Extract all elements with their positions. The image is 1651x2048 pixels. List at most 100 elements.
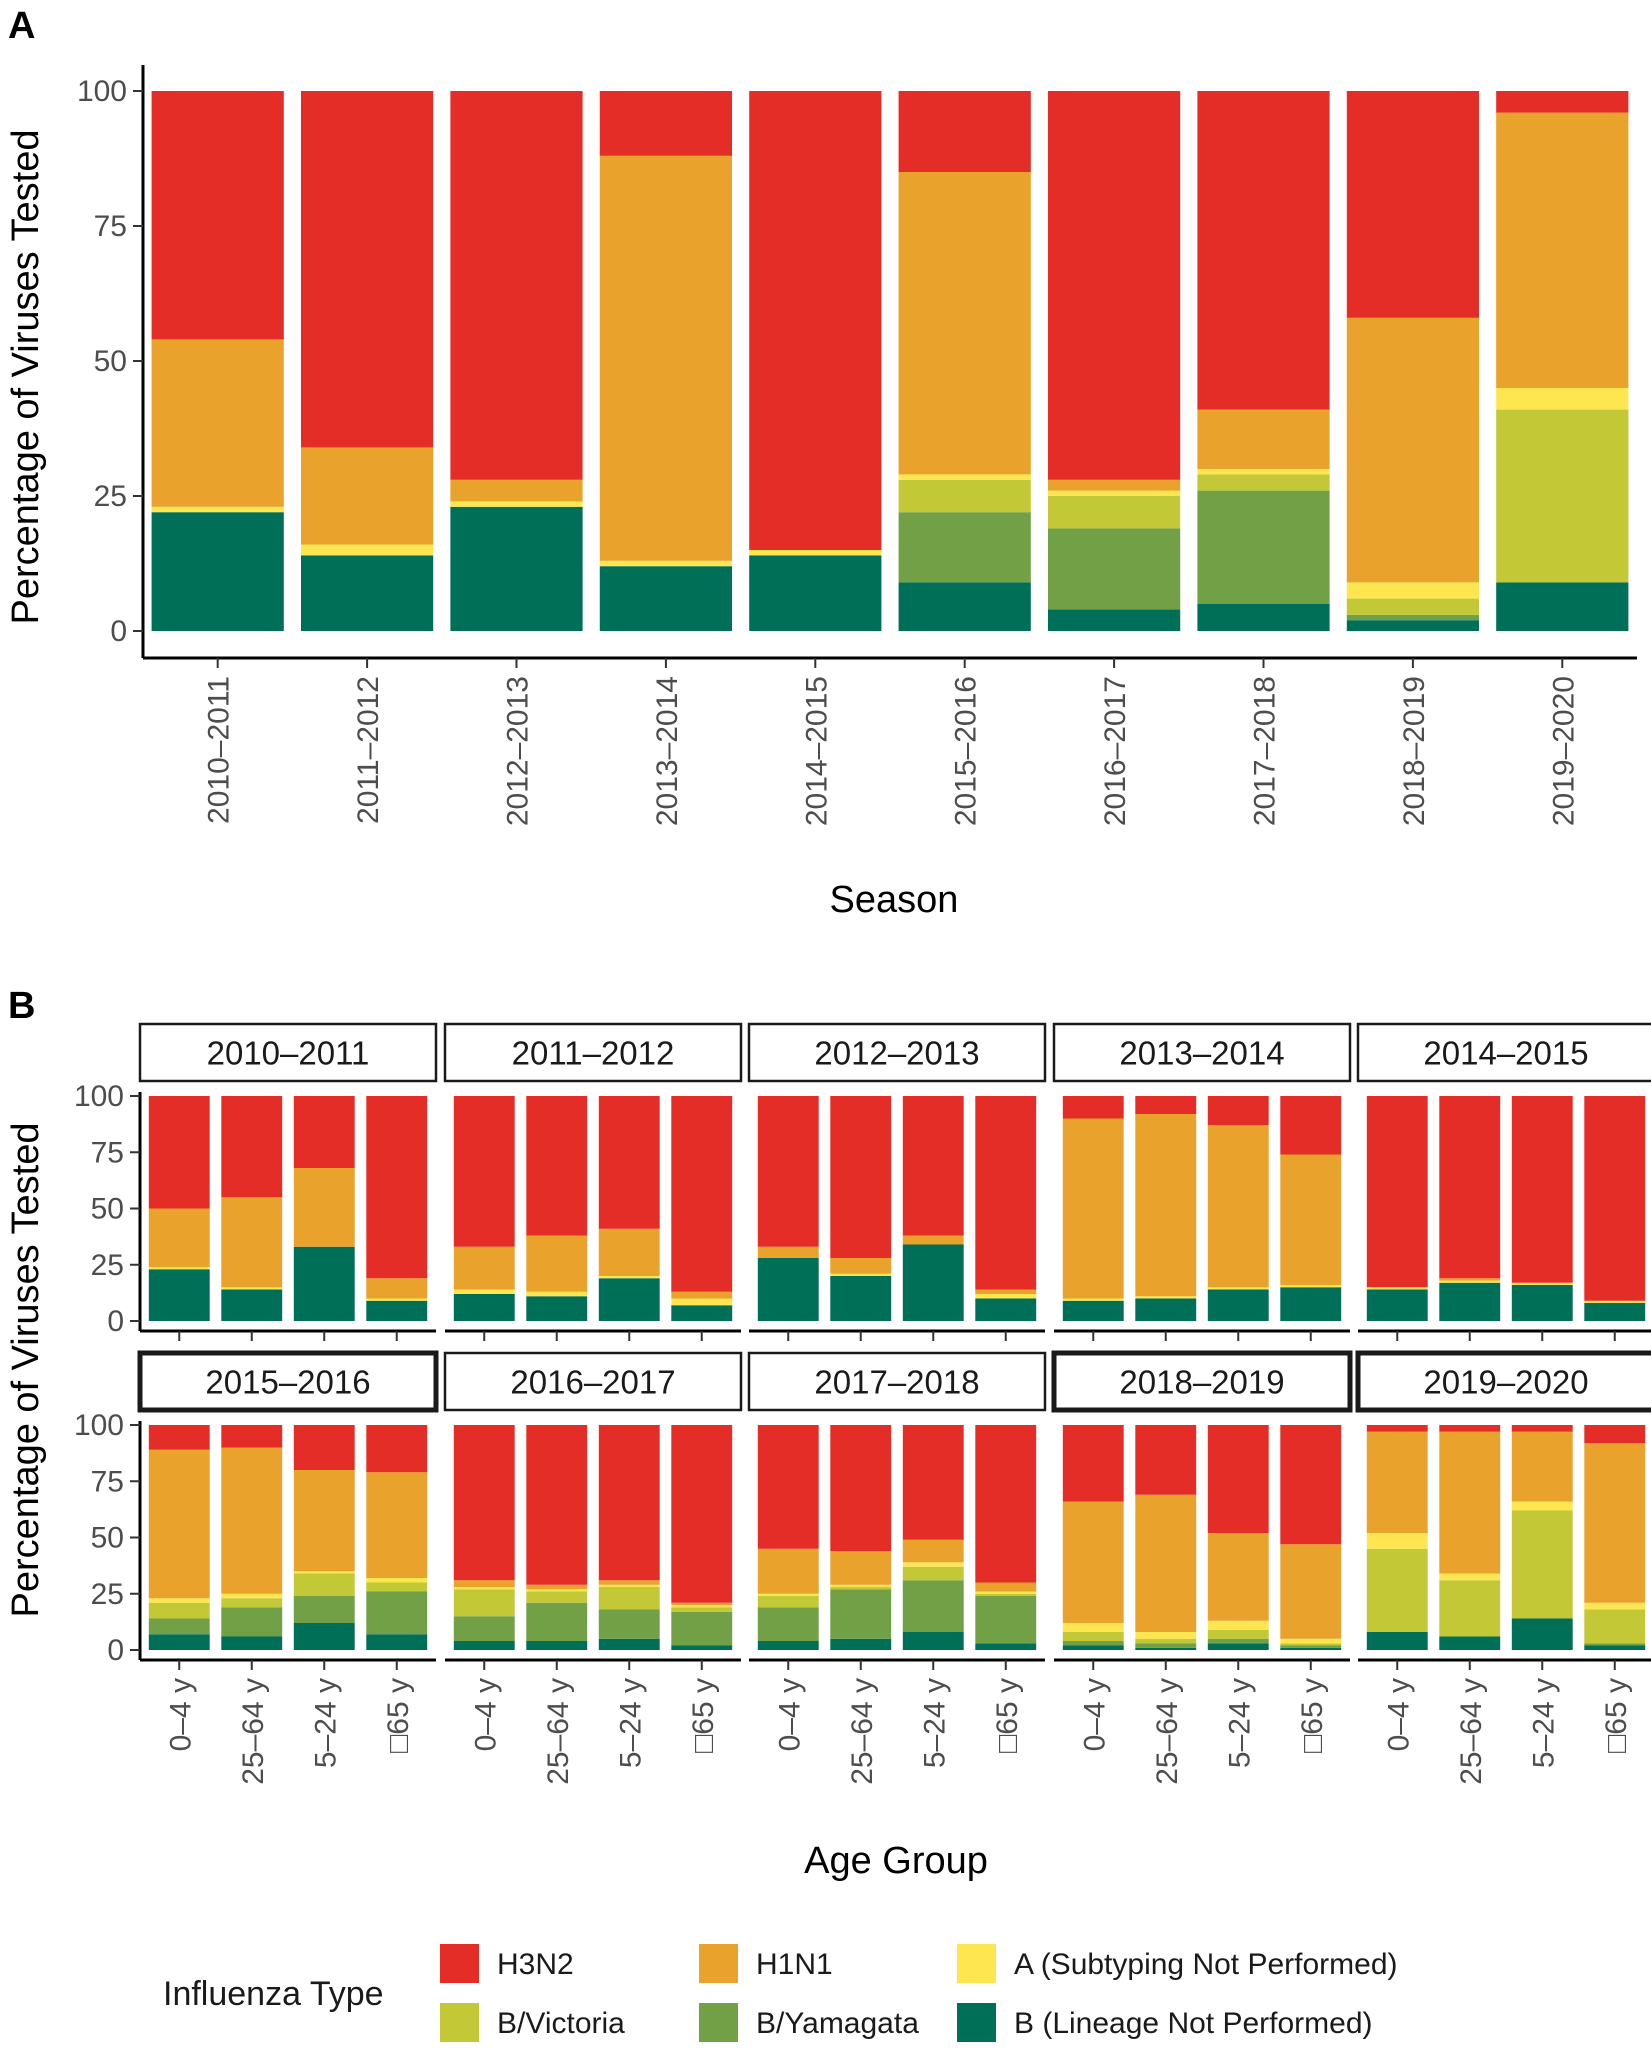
panel-a-bar-9-b-victoria [1496, 409, 1629, 583]
facet-2018-2019-bar-1-b-victoria [1135, 1638, 1197, 1644]
facet-strip-label: 2017–2018 [814, 1364, 979, 1401]
facet-2018-2019-bar-1-b-lineage-not-performed [1135, 1647, 1197, 1650]
facet-2019-2020-bar-1-a-subtyping-not-performed [1439, 1573, 1501, 1581]
facet-y-tick-label: 100 [74, 1080, 124, 1113]
legend-item-h1n1: H1N1 [699, 1944, 833, 1983]
facet-2016-2017-bar-2-b-victoria [598, 1587, 660, 1610]
facet-2016-2017-bar-2-h1n1 [598, 1580, 660, 1585]
facet-2012-2013-bar-3-b-lineage-not-performed [975, 1298, 1037, 1321]
legend-key-h1n1 [699, 1944, 738, 1983]
legend-label: H1N1 [756, 1948, 833, 1981]
facet-2016-2017-bar-3-h3n2 [671, 1425, 733, 1603]
facet-y-tick-label: 75 [91, 1465, 124, 1498]
panel-a-y-tick-label: 50 [94, 345, 127, 378]
facet-2011-2012-bar-0-h1n1 [453, 1246, 515, 1290]
facet-x-tick-label: □65 y [991, 1678, 1024, 1753]
facet-2013-2014-bar-2-b-lineage-not-performed [1207, 1289, 1269, 1321]
facet-2018-2019-bar-0-b-victoria [1062, 1632, 1124, 1641]
panel-a-bar-5-b-lineage-not-performed [898, 582, 1031, 631]
facet-2012-2013-bar-2-h1n1 [902, 1235, 964, 1245]
facet-2010-2011-bar-0-h3n2 [148, 1096, 210, 1209]
facet-2019-2020-bar-3-b-yamagata [1584, 1643, 1646, 1646]
panel-a-bar-2-a-subtyping-not-performed [450, 501, 583, 507]
panel-a-bar-2-b-lineage-not-performed [450, 506, 583, 631]
facet-2017-2018-bar-0-b-lineage-not-performed [757, 1641, 819, 1650]
facet-2016-2017-bar-2-b-yamagata [598, 1609, 660, 1639]
facet-2017-2018-bar-1-b-lineage-not-performed [830, 1638, 892, 1650]
facet-strip-box [747, 1351, 1047, 1412]
facet-2017-2018-bar-3-b-yamagata [975, 1596, 1037, 1644]
panel-a-bar-5-b-yamagata [898, 512, 1031, 583]
facet-x-tick-label: 25–64 y [1455, 1678, 1488, 1785]
facet-2018-2019-bar-2-b-yamagata [1207, 1638, 1269, 1644]
facet-2019-2020-bar-0-b-victoria [1366, 1548, 1428, 1632]
facet-2015-2016-bar-2-b-victoria [293, 1573, 355, 1596]
facet-2019-2020-bar-1-b-lineage-not-performed [1439, 1636, 1501, 1650]
panel-a-bar-8-b-victoria [1346, 598, 1480, 615]
facet-2010-2011-bar-2-b-lineage-not-performed [293, 1246, 355, 1321]
facet-2015-2016-bar-3-h3n2 [366, 1425, 428, 1473]
facet-2013-2014: 2013–2014 [1052, 1022, 1352, 1341]
panel-b-y-axis-title: Percentage of Viruses Tested [5, 1122, 47, 1617]
facet-2010-2011-bar-0-b-lineage-not-performed [148, 1269, 210, 1321]
panel-a-bar-3-b-lineage-not-performed [599, 566, 733, 631]
facet-2014-2015-bar-2-b-lineage-not-performed [1511, 1285, 1573, 1321]
facet-2012-2013-bar-1-h3n2 [830, 1096, 892, 1258]
facet-2010-2011-bar-3-b-lineage-not-performed [366, 1300, 428, 1321]
facet-2016-2017-bar-1-a-subtyping-not-performed [526, 1589, 588, 1592]
panel-a-y-axis-title: Percentage of Viruses Tested [5, 129, 47, 624]
facet-2013-2014-bar-1-b-lineage-not-performed [1135, 1298, 1197, 1321]
facet-2015-2016-bar-0-b-victoria [148, 1602, 210, 1619]
facet-2017-2018-bar-3-a-subtyping-not-performed [975, 1591, 1037, 1594]
facet-2015-2016-bar-0-b-lineage-not-performed [148, 1634, 210, 1650]
panel-a-bar-7-b-yamagata [1197, 490, 1330, 604]
facet-x-tick-label: 25–64 y [542, 1678, 575, 1785]
facet-2017-2018-bar-3-h1n1 [975, 1582, 1037, 1592]
facet-2012-2013-bar-0-h1n1 [757, 1246, 819, 1258]
facet-2014-2015-bar-3-h3n2 [1584, 1096, 1646, 1301]
facet-2012-2013-bar-1-h1n1 [830, 1258, 892, 1274]
facet-2010-2011-bar-3-a-subtyping-not-performed [366, 1298, 428, 1301]
facet-2019-2020-bar-2-a-subtyping-not-performed [1511, 1501, 1573, 1511]
facet-2010-2011-bar-1-h3n2 [221, 1096, 283, 1198]
facet-y-tick-label: 0 [107, 1634, 124, 1667]
panel-a-bar-7-b-lineage-not-performed [1197, 604, 1330, 631]
legend-label: B/Victoria [497, 2007, 625, 2040]
panel-a-x-tick-label: 2019–2020 [1547, 676, 1580, 826]
facet-2016-2017: 2016–2017 0–4 y 25–64 y 5–24 y □65 y [443, 1351, 743, 1785]
facet-2015-2016-bar-3-b-lineage-not-performed [366, 1634, 428, 1650]
facet-2011-2012-bar-2-h1n1 [598, 1228, 660, 1276]
panel-a-x-tick-label: 2013–2014 [651, 676, 684, 826]
facet-2019-2020-bar-1-h3n2 [1439, 1425, 1501, 1432]
panel-a-bar-0-b-lineage-not-performed [151, 512, 284, 631]
facet-2017-2018-bar-2-h1n1 [902, 1539, 964, 1563]
facet-x-tick-label: 0–4 y [469, 1678, 502, 1751]
facet-x-tick-label: 25–64 y [237, 1678, 270, 1785]
facet-2018-2019-bar-2-h1n1 [1207, 1533, 1269, 1621]
panel-a-x-tick-label: 2011–2012 [352, 676, 385, 824]
facet-2012-2013-bar-1-b-lineage-not-performed [830, 1276, 892, 1321]
facet-2015-2016-bar-2-a-subtyping-not-performed [293, 1571, 355, 1574]
facet-strip-label: 2016–2017 [510, 1364, 675, 1401]
facet-2019-2020-bar-2-b-lineage-not-performed [1511, 1618, 1573, 1650]
legend-item-b-yamagata: B/Yamagata [699, 2003, 919, 2042]
facet-2013-2014-bar-2-h3n2 [1207, 1096, 1269, 1126]
facet-2018-2019-bar-0-h1n1 [1062, 1501, 1124, 1623]
facet-x-tick-label: 0–4 y [164, 1678, 197, 1751]
facet-2014-2015-bar-1-b-lineage-not-performed [1439, 1282, 1501, 1321]
facet-2011-2012-bar-0-b-lineage-not-performed [453, 1294, 515, 1321]
facet-2012-2013-bar-1-a-subtyping-not-performed [830, 1273, 892, 1276]
facet-strip-box [747, 1022, 1047, 1083]
facet-2014-2015-bar-2-h3n2 [1511, 1096, 1573, 1283]
facet-2014-2015-bar-1-h3n2 [1439, 1096, 1501, 1279]
facet-x-tick-label: 0–4 y [1078, 1678, 1111, 1751]
panel-a-bar-3-h3n2 [599, 91, 733, 156]
panel-a-bar-5-b-victoria [898, 479, 1031, 513]
facet-2015-2016-bar-0-a-subtyping-not-performed [148, 1598, 210, 1603]
panel-a-bar-7-b-victoria [1197, 474, 1330, 491]
panel-a-bar-0-h3n2 [151, 91, 284, 340]
panel-a-bar-6-b-lineage-not-performed [1047, 609, 1181, 631]
facet-2019-2020-bar-2-h1n1 [1511, 1431, 1573, 1502]
facet-2017-2018: 2017–2018 0–4 y 25–64 y 5–24 y □65 y [747, 1351, 1047, 1785]
facet-2018-2019-bar-3-b-yamagata [1280, 1645, 1342, 1648]
